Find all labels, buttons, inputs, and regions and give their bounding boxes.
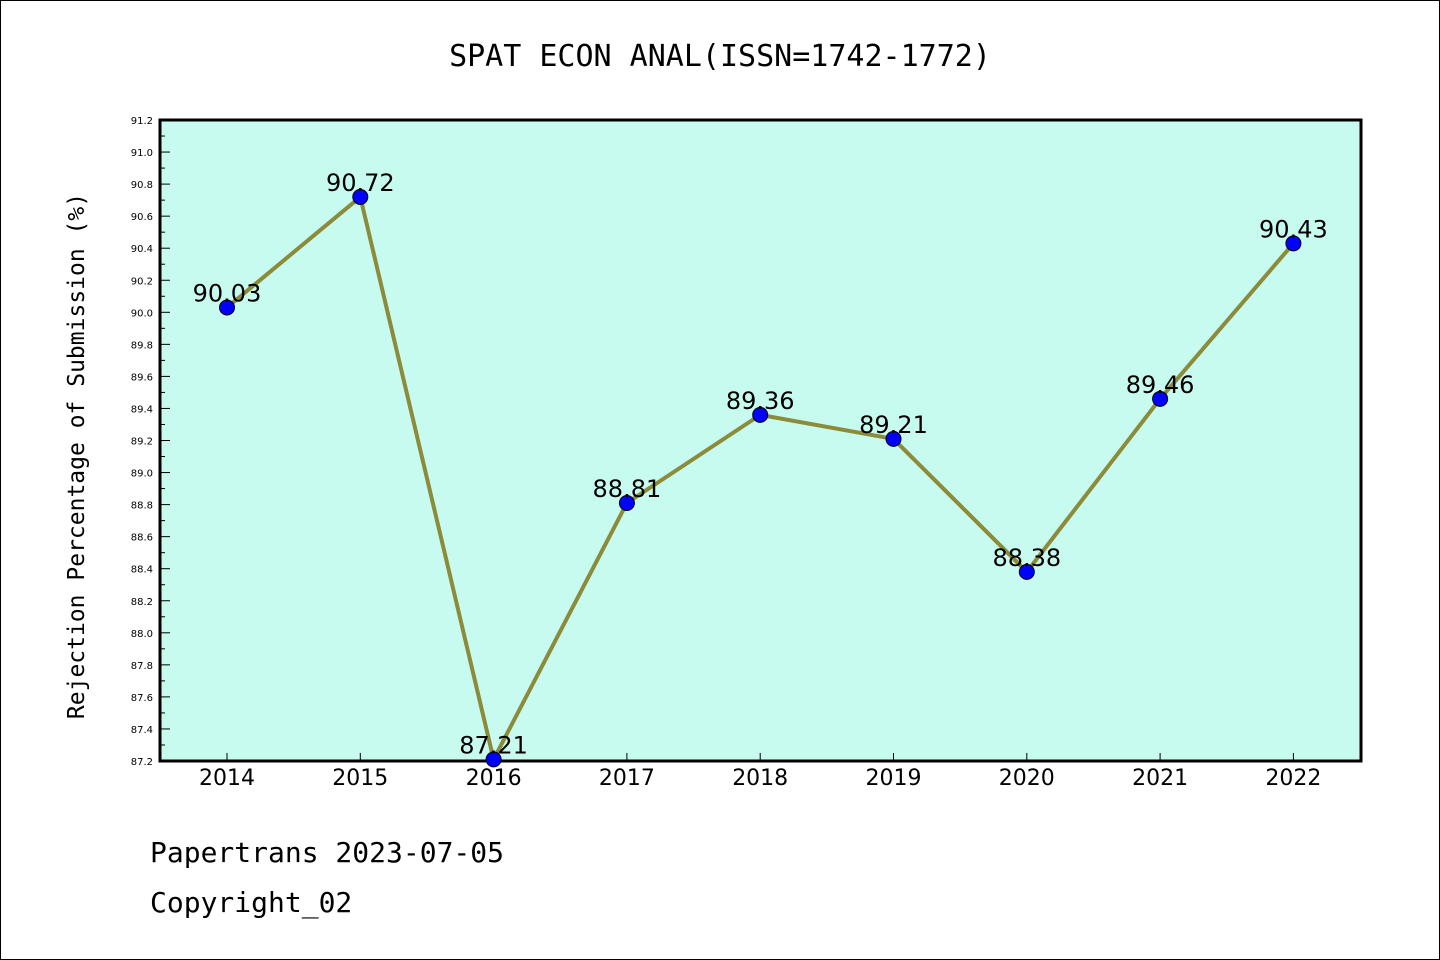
data-label: 89.46 bbox=[1126, 371, 1195, 399]
y-axis-label: Rejection Percentage of Submission (%) bbox=[64, 193, 90, 719]
x-tick-label: 2020 bbox=[999, 766, 1055, 791]
y-tick-label: 90.0 bbox=[131, 308, 153, 319]
y-tick-label: 91.2 bbox=[131, 116, 153, 127]
y-tick-label: 90.4 bbox=[131, 244, 153, 255]
data-point-marker bbox=[618, 494, 635, 511]
data-label: 88.38 bbox=[992, 544, 1061, 572]
y-tick-label: 89.4 bbox=[131, 404, 153, 415]
y-tick-label: 90.8 bbox=[131, 180, 153, 191]
data-point-marker bbox=[219, 299, 235, 316]
data-label: 90.72 bbox=[326, 169, 395, 197]
y-tick-label: 87.6 bbox=[131, 693, 153, 704]
y-tick-label: 87.2 bbox=[131, 757, 153, 768]
plot-area bbox=[158, 118, 1363, 763]
y-axis-ticks: 87.2 87.4 87.6 87.8 88.0 88.2 88.4 88.6 88.8 89.0… bbox=[131, 116, 170, 768]
x-tick-label: 2019 bbox=[866, 766, 922, 791]
series-group bbox=[219, 188, 1302, 768]
data-label: 89.36 bbox=[726, 387, 795, 415]
x-tick-label: 2018 bbox=[732, 766, 788, 791]
footer-copyright: Copyright_02 bbox=[150, 886, 353, 919]
data-point-marker bbox=[1152, 390, 1169, 407]
data-point-marker bbox=[485, 751, 502, 768]
chart-title: SPAT ECON ANAL(ISSN=1742-1772) bbox=[449, 39, 991, 74]
y-tick-label: 91.0 bbox=[131, 148, 153, 159]
data-label: 90.43 bbox=[1259, 215, 1328, 243]
x-tick-label: 2022 bbox=[1265, 766, 1321, 791]
footer-date: Papertrans 2023-07-05 bbox=[150, 836, 505, 869]
x-tick-label: 2016 bbox=[466, 766, 522, 791]
data-point-marker bbox=[352, 188, 369, 205]
y-tick-label: 90.2 bbox=[131, 276, 153, 287]
y-tick-label: 88.4 bbox=[131, 565, 153, 576]
x-axis-ticks: 2014 2015 2016 2017 2018 2019 2020 2021 2022 bbox=[199, 753, 1321, 791]
x-tick-label: 2017 bbox=[599, 766, 655, 791]
data-label: 90.03 bbox=[193, 279, 262, 307]
x-tick-label: 2014 bbox=[199, 766, 255, 791]
data-label: 89.21 bbox=[859, 411, 928, 439]
y-tick-label: 89.0 bbox=[131, 469, 153, 480]
x-tick-label: 2015 bbox=[332, 766, 388, 791]
y-tick-label: 89.2 bbox=[131, 437, 153, 448]
y-tick-label: 88.8 bbox=[131, 501, 153, 512]
data-label: 87.21 bbox=[459, 731, 528, 759]
y-tick-label: 90.6 bbox=[131, 212, 153, 223]
x-tick-label: 2021 bbox=[1132, 766, 1188, 791]
y-tick-label: 88.0 bbox=[131, 629, 153, 640]
data-point-marker bbox=[1285, 235, 1302, 252]
data-labels-group: 90.03 90.72 87.21 88.81 89.36 89.21 88.38 89.46… bbox=[193, 169, 1328, 759]
y-tick-label: 89.6 bbox=[131, 372, 153, 383]
data-label: 88.81 bbox=[593, 475, 662, 503]
y-tick-label: 89.8 bbox=[131, 340, 153, 351]
data-point-marker bbox=[752, 406, 769, 423]
y-tick-label: 87.4 bbox=[131, 725, 153, 736]
y-tick-label: 88.2 bbox=[131, 597, 153, 608]
y-tick-label: 87.8 bbox=[131, 661, 153, 672]
y-tick-label: 88.6 bbox=[131, 533, 153, 544]
data-point-marker bbox=[1018, 563, 1035, 580]
data-point-marker bbox=[885, 430, 902, 447]
